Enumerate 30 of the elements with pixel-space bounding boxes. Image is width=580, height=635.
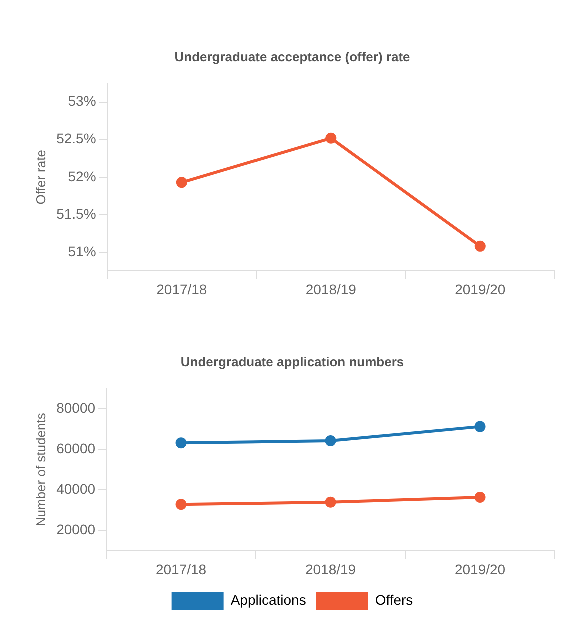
y-tick-label: 53% [68,93,96,110]
y-tick-label: 20000 [56,522,96,538]
y-axis-title: Offer rate [33,150,48,205]
x-tick-label: 2019/20 [454,561,506,578]
y-tick-label: 40000 [56,481,96,498]
point [325,436,336,447]
y-tick-label: 52% [68,168,96,184]
point [326,132,337,144]
point [474,492,486,504]
point [474,240,486,252]
y-axis-title: Number of students [33,412,48,527]
legend-label: Offers [375,592,414,608]
y-tick-label: 52.5% [56,130,96,147]
chart-title: Undergraduate application numbers [180,354,404,370]
point [176,499,187,510]
point [325,496,336,508]
point [176,177,188,188]
chart-title: Undergraduate acceptance (offer) rate [174,49,410,64]
y-tick-label: 80000 [56,400,96,416]
x-tick-label: 2017/18 [156,281,208,298]
point [474,421,486,432]
y-tick-label: 51.5% [56,206,96,222]
x-tick-label: 2018/19 [305,561,356,578]
y-tick-label: 60000 [56,440,96,456]
legend-label: Applications [230,592,306,608]
y-tick-label: 51% [68,243,96,260]
x-tick-label: 2017/18 [156,561,207,578]
x-tick-label: 2018/19 [306,281,357,298]
point [176,438,187,449]
x-tick-label: 2019/20 [455,281,506,298]
